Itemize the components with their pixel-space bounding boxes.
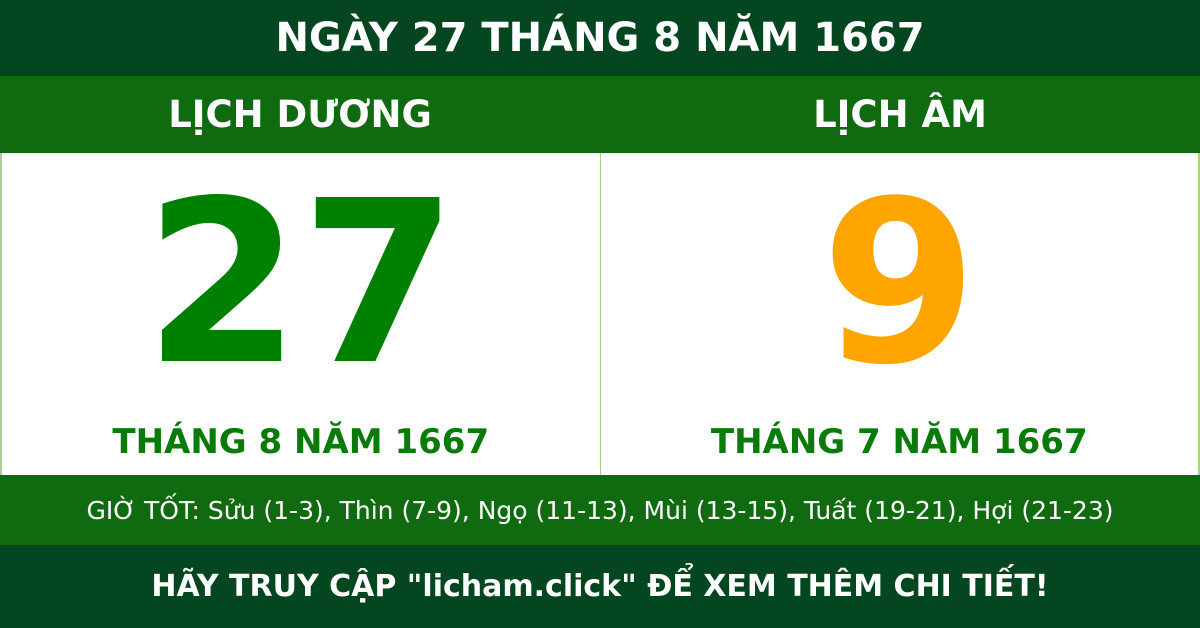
lunar-month-year: THÁNG 7 NĂM 1667 [710, 422, 1088, 462]
solar-day: 27 [144, 153, 458, 415]
lunar-calendar-label: LỊCH ÂM [813, 93, 987, 136]
solar-panel: 27 THÁNG 8 NĂM 1667 [2, 153, 600, 475]
calendar-body: 27 THÁNG 8 NĂM 1667 9 THÁNG 7 NĂM 1667 [0, 153, 1200, 475]
lunar-panel: 9 THÁNG 7 NĂM 1667 [599, 153, 1199, 475]
solar-month-year: THÁNG 8 NĂM 1667 [112, 422, 490, 462]
good-hours: GIỜ TỐT: Sửu (1-3), Thìn (7-9), Ngọ (11-… [0, 475, 1200, 545]
solar-calendar-label: LỊCH DƯƠNG [168, 93, 432, 136]
calendar-headers: LỊCH DƯƠNG LỊCH ÂM [0, 76, 1200, 153]
footer-cta: HÃY TRUY CẬP "licham.click" ĐỂ XEM THÊM … [0, 545, 1200, 628]
page-title: NGÀY 27 THÁNG 8 NĂM 1667 [0, 0, 1200, 76]
lunar-day: 9 [820, 153, 978, 415]
